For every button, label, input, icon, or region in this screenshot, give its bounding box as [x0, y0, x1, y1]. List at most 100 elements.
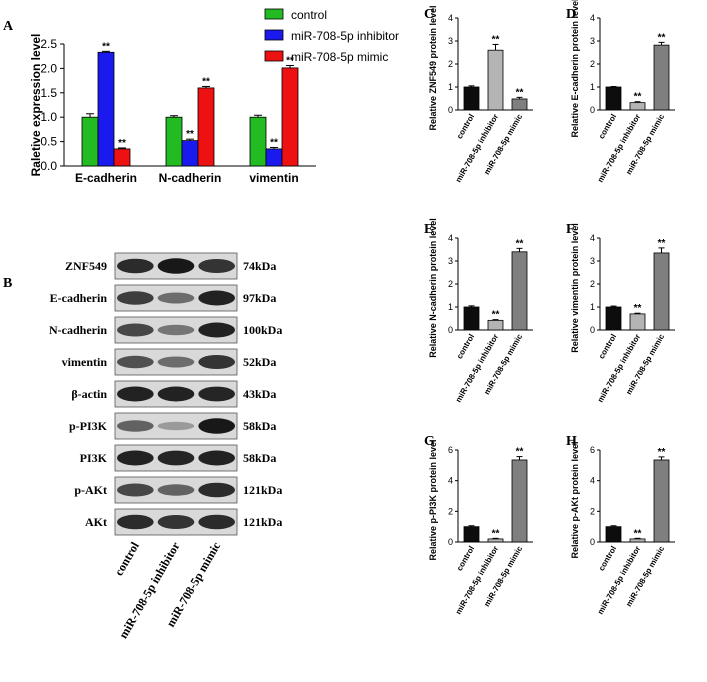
significance-mark: **	[658, 447, 666, 458]
bar	[463, 86, 480, 111]
category-label: miR-708-5p inhibitor	[596, 333, 642, 404]
blot-protein-label: PI3K	[80, 451, 108, 465]
blot-protein-label: AKt	[85, 515, 107, 529]
y-tick-label: 2	[448, 506, 453, 516]
blot-kda-label: 52kDa	[243, 355, 276, 369]
significance-mark: **	[492, 34, 500, 45]
bar	[653, 459, 670, 543]
category-label: miR-708-5p inhibitor	[454, 113, 500, 184]
blot-band	[198, 482, 236, 498]
blot-protein-label: N-cadherin	[49, 323, 107, 337]
significance-mark: **	[516, 87, 524, 98]
y-tick-label: 0	[590, 537, 595, 547]
significance-mark: **	[516, 447, 524, 458]
blot-band	[198, 290, 236, 306]
a-category-label: E-cadherin	[75, 171, 137, 185]
a-legend-label: control	[291, 8, 327, 22]
significance-mark: **	[492, 528, 500, 539]
blot-band	[116, 291, 154, 305]
bar	[463, 526, 480, 543]
a-category-label: vimentin	[249, 171, 298, 185]
y-tick-label: 2	[590, 279, 595, 289]
y-axis-label: Relative ZNF549 protein level	[428, 5, 438, 130]
y-tick-label: 4	[590, 476, 595, 486]
a-bar	[197, 87, 215, 167]
y-tick-label: 3	[448, 256, 453, 266]
a-significance-mark: **	[118, 138, 126, 149]
bar	[653, 252, 670, 331]
blot-protein-label: β-actin	[71, 387, 107, 401]
bar	[605, 526, 622, 543]
significance-mark: **	[634, 92, 642, 103]
y-axis-label: Relative E-cadherin protein level	[570, 0, 580, 138]
a-legend-swatch	[264, 8, 284, 20]
a-y-tick-label: 1.5	[40, 86, 57, 100]
bar	[653, 44, 670, 111]
y-tick-label: 2	[590, 59, 595, 69]
category-label: miR-708-5p inhibitor	[596, 545, 642, 616]
a-y-tick-label: 2.5	[40, 37, 57, 51]
y-tick-label: 4	[590, 233, 595, 243]
blot-band	[157, 484, 195, 496]
bar	[511, 98, 528, 111]
bar	[605, 86, 622, 111]
y-axis-label: Relative p-PI3K protein level	[428, 439, 438, 560]
y-tick-label: 2	[448, 279, 453, 289]
blot-band	[198, 514, 236, 530]
blot-protein-label: E-cadherin	[50, 291, 108, 305]
blot-kda-label: 58kDa	[243, 451, 276, 465]
chart-g-p-pi3k: 0 2 4 6 Relative p-PI3K protein level control…	[428, 439, 533, 616]
category-label: miR-708-5p inhibitor	[454, 545, 500, 616]
category-label: control	[597, 333, 618, 361]
bar	[463, 306, 480, 331]
blot-kda-label: 100kDa	[243, 323, 282, 337]
y-tick-label: 0	[590, 105, 595, 115]
blot-band	[157, 386, 195, 402]
a-y-tick-label: 0.5	[40, 135, 57, 149]
blot-band	[198, 259, 236, 273]
a-bar	[249, 116, 267, 167]
blot-band	[116, 355, 154, 369]
y-tick-label: 4	[448, 13, 453, 23]
significance-mark: **	[516, 238, 524, 249]
blot-band	[116, 450, 154, 466]
blot-band	[198, 322, 236, 338]
a-bar	[165, 116, 183, 167]
significance-mark: **	[658, 238, 666, 249]
blot-band	[157, 324, 195, 336]
blot-kda-label: 121kDa	[243, 515, 282, 529]
y-tick-label: 3	[590, 36, 595, 46]
category-label: control	[455, 333, 476, 361]
chart-c-znf549: 0 1 2 3 4 Relative ZNF549 protein level contro…	[428, 5, 533, 184]
y-tick-label: 4	[448, 476, 453, 486]
y-tick-label: 2	[448, 59, 453, 69]
y-tick-label: 4	[590, 13, 595, 23]
category-label: control	[597, 113, 618, 141]
chart-d-e-cadherin: 0 1 2 3 4 Relative E-cadherin protein level co…	[570, 0, 675, 184]
chart-f-vimentin: 0 1 2 3 4 Relative vimentin protein level cont…	[570, 223, 675, 404]
blot-band	[157, 292, 195, 304]
blot-lane-label: control	[112, 539, 143, 578]
blot-protein-label: p-PI3K	[69, 419, 108, 433]
a-bar	[81, 116, 99, 167]
blot-band	[157, 356, 195, 368]
a-bar	[97, 51, 115, 167]
y-axis-label: Relative vimentin protein level	[570, 223, 580, 353]
bar	[511, 459, 528, 543]
blot-band	[157, 515, 195, 529]
a-legend-swatch	[264, 29, 284, 41]
y-tick-label: 0	[448, 105, 453, 115]
a-significance-mark: **	[186, 129, 194, 140]
a-significance-mark: **	[102, 41, 110, 52]
y-tick-label: 2	[590, 506, 595, 516]
a-legend-label: miR-708-5p inhibitor	[291, 29, 399, 43]
category-label: control	[455, 113, 476, 141]
category-label: control	[455, 545, 476, 573]
bar	[629, 102, 646, 111]
blot-protein-label: p-AKt	[74, 483, 107, 497]
blot-kda-label: 43kDa	[243, 387, 276, 401]
blot-kda-label: 97kDa	[243, 291, 276, 305]
y-tick-label: 0	[590, 325, 595, 335]
blot-band	[116, 483, 154, 497]
